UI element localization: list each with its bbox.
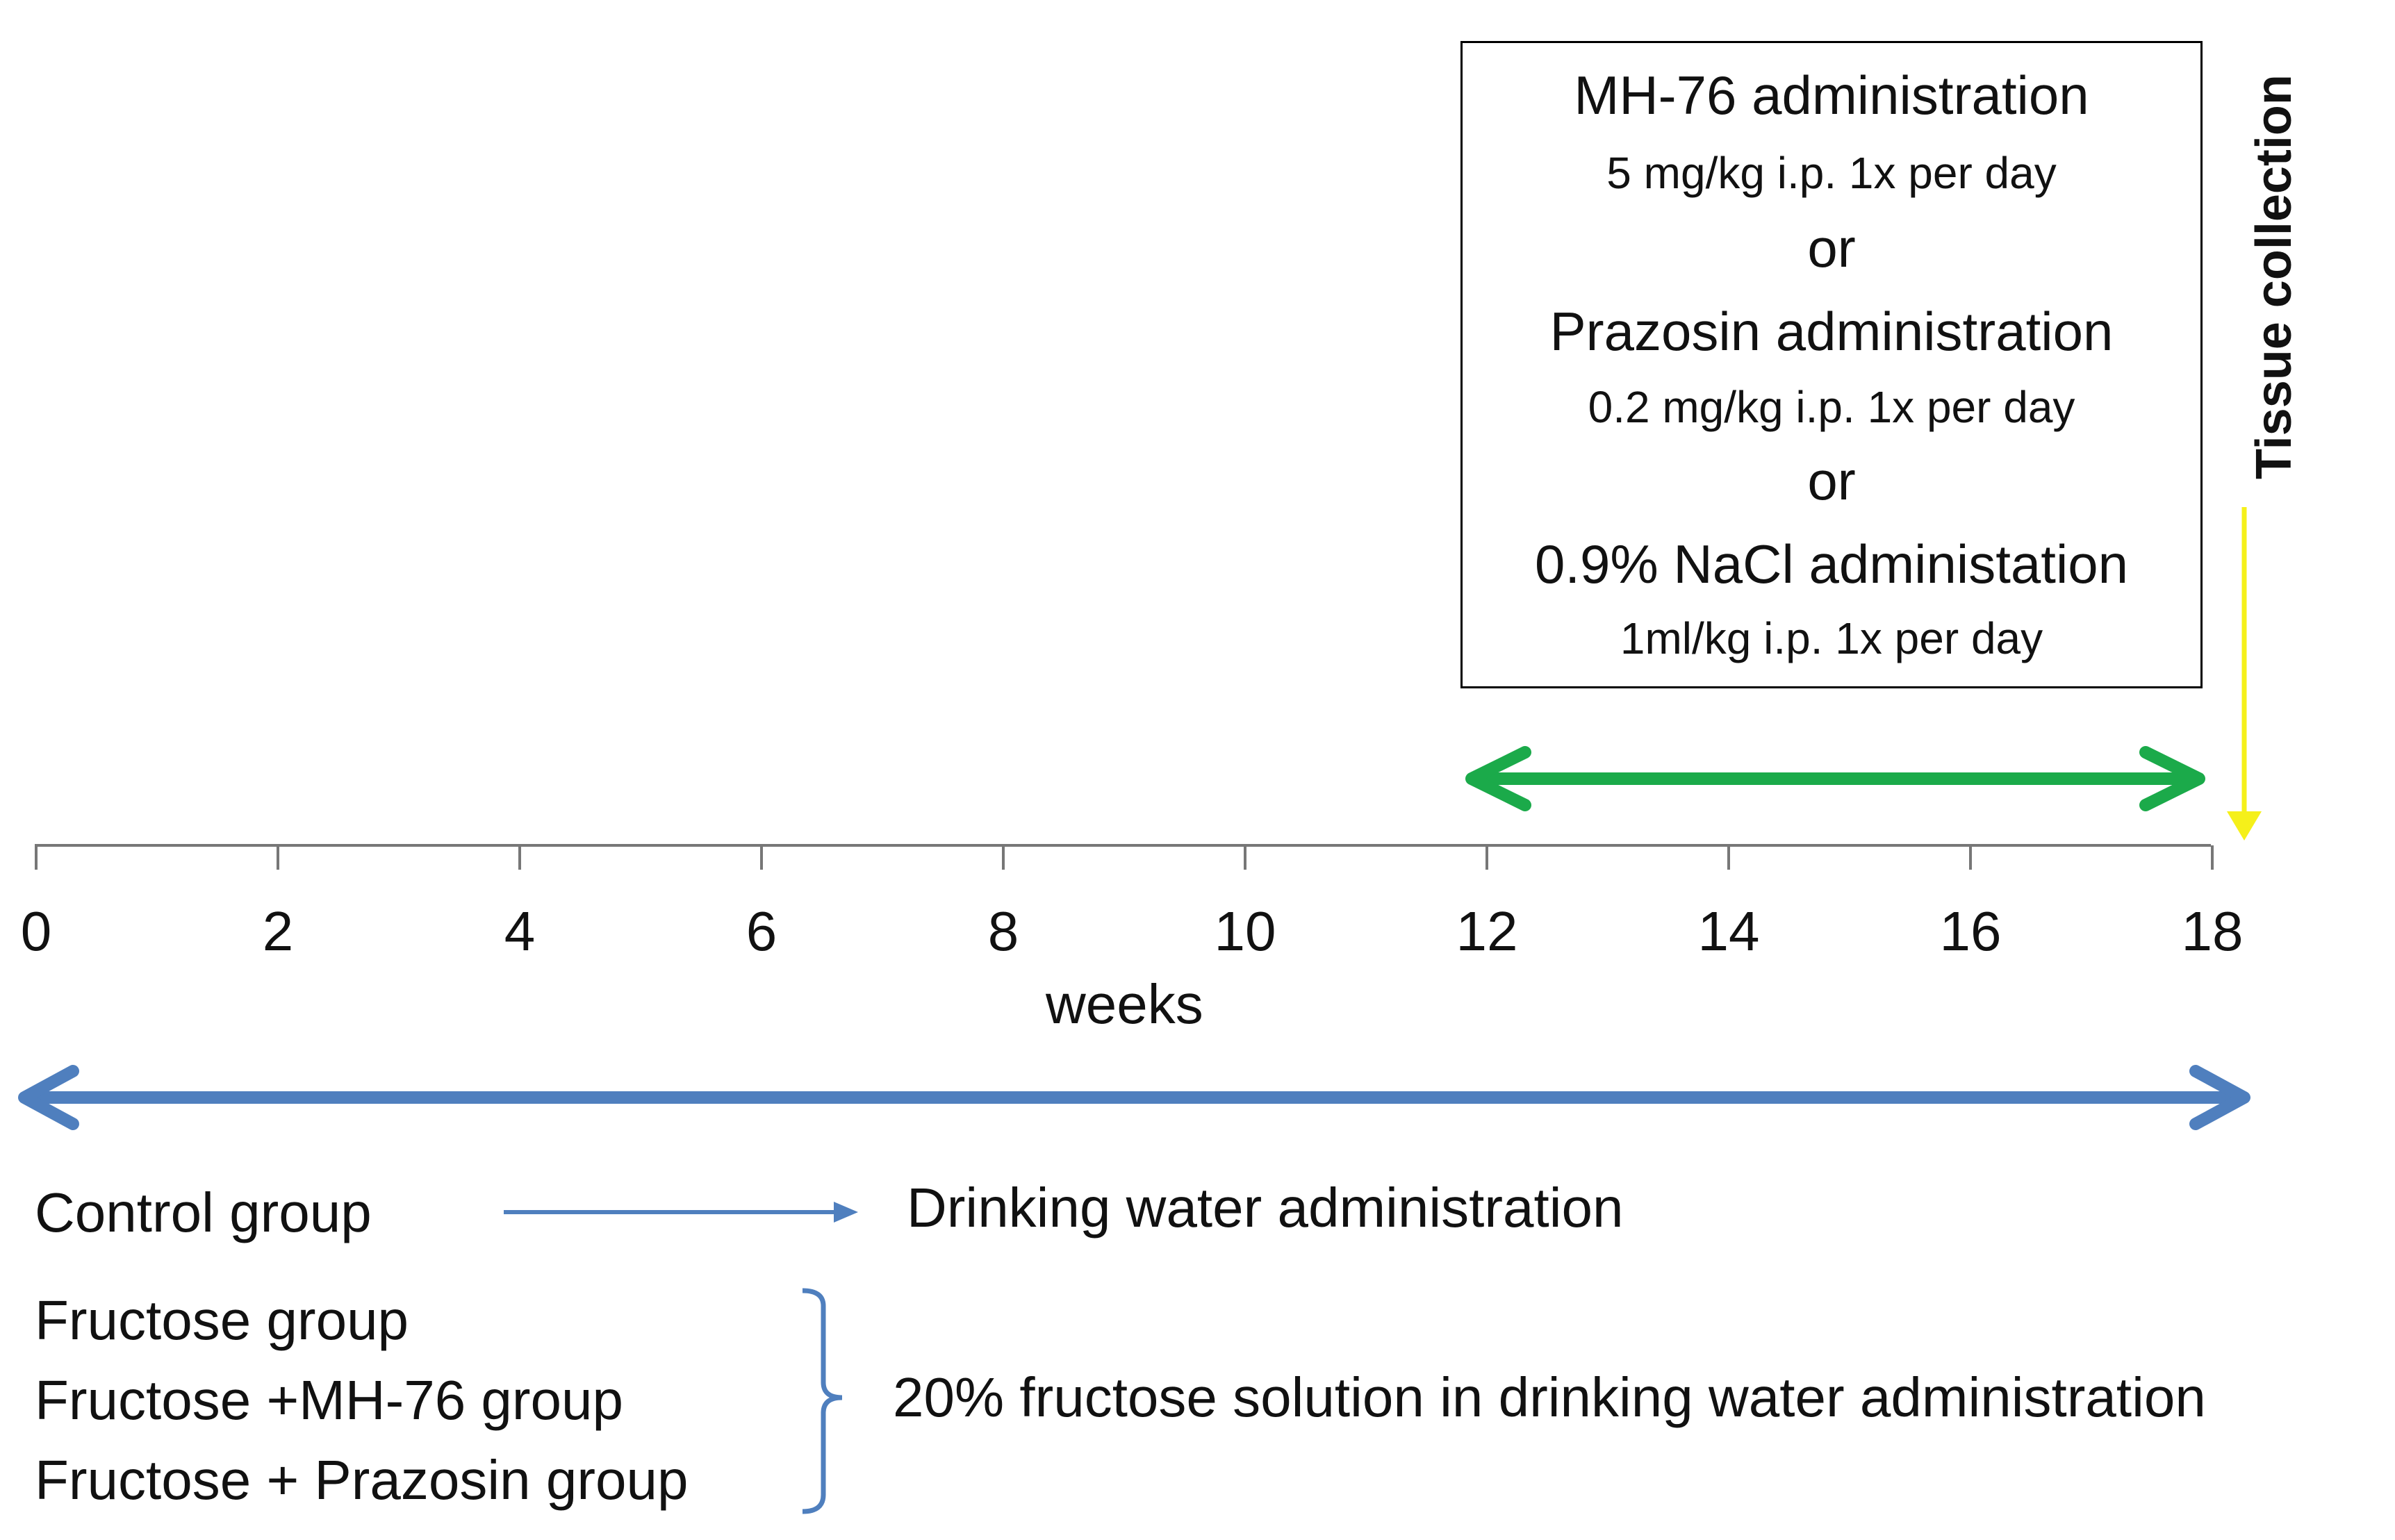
treatment-box: MH-76 administration 5 mg/kg i.p. 1x per…	[1460, 41, 2203, 688]
control-arrow	[504, 1202, 858, 1223]
fructose-groups-brace	[802, 1288, 843, 1514]
tick-label: 2	[262, 900, 294, 962]
tick-label: 0	[20, 900, 52, 962]
tick-label: 10	[1214, 900, 1276, 962]
treatment-period-arrow	[1465, 746, 2205, 811]
axis-ticks	[35, 845, 2214, 870]
fructose-prazosin-group-label: Fructose + Prazosin group	[35, 1449, 689, 1511]
axis-label: weeks	[1046, 973, 1203, 1035]
tick-label: 6	[746, 900, 777, 962]
fructose-group-label: Fructose group	[35, 1289, 409, 1351]
tick-label: 16	[1939, 900, 2002, 962]
box-nacl-dose: 1ml/kg i.p. 1x per day	[1620, 613, 2043, 663]
control-group-label: Control group	[35, 1182, 372, 1243]
box-or-2: or	[1807, 450, 1856, 511]
box-prazosin-dose: 0.2 mg/kg i.p. 1x per day	[1588, 382, 2075, 432]
tick-label: 14	[1697, 900, 1760, 962]
control-group-treatment: Drinking water administration	[907, 1177, 1624, 1239]
box-prazosin-title: Prazosin administration	[1549, 301, 2114, 362]
fructose-mh76-group-label: Fructose +MH-76 group	[35, 1369, 624, 1431]
box-nacl-title: 0.9% NaCl administation	[1534, 533, 2129, 595]
tissue-collection-arrow	[2227, 507, 2262, 841]
tick-label: 12	[1456, 900, 1518, 962]
tick-label: 18	[2181, 900, 2244, 962]
fructose-groups-treatment: 20% fructose solution in drinking water …	[893, 1366, 2206, 1428]
box-mh76-dose: 5 mg/kg i.p. 1x per day	[1606, 148, 2057, 198]
tick-label: 8	[987, 900, 1019, 962]
box-mh76-title: MH-76 administration	[1574, 65, 2089, 126]
study-period-arrow	[18, 1065, 2250, 1130]
tissue-collection-label: Tissue collection	[2246, 74, 2302, 479]
box-or-1: or	[1807, 217, 1856, 279]
tick-label: 4	[504, 900, 536, 962]
